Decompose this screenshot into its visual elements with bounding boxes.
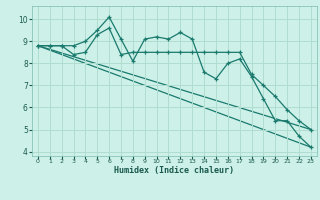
X-axis label: Humidex (Indice chaleur): Humidex (Indice chaleur) [115, 166, 234, 175]
